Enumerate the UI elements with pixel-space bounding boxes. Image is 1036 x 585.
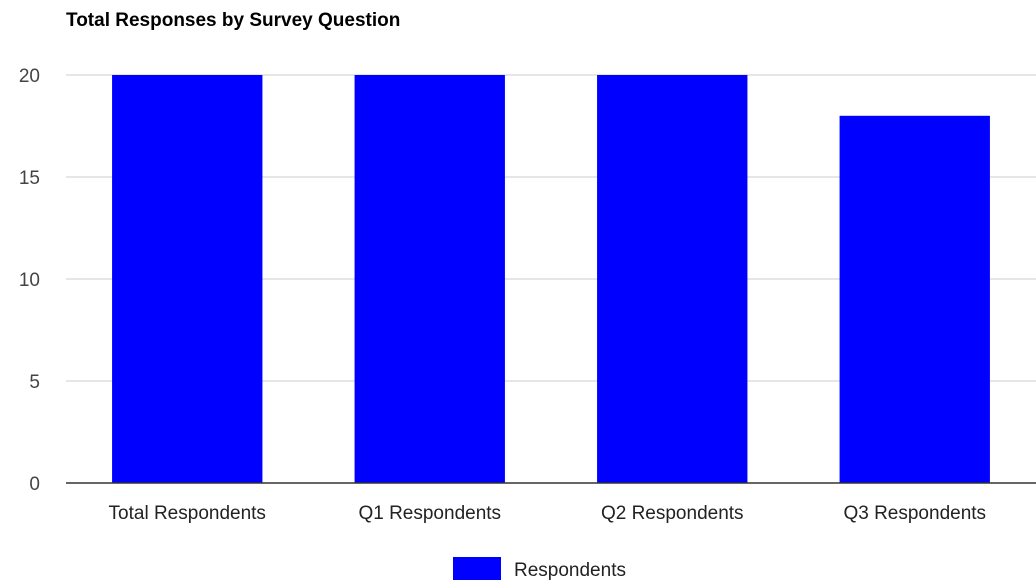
bars — [112, 75, 990, 484]
chart-title: Total Responses by Survey Question — [66, 10, 401, 31]
x-tick-label: Total Respondents — [109, 503, 266, 524]
x-tick-label: Q1 Respondents — [358, 503, 501, 524]
bar[interactable] — [597, 75, 748, 483]
bar[interactable] — [839, 115, 990, 484]
legend[interactable]: Respondents — [453, 557, 626, 581]
x-axis-ticks: Total Respondents Q1 Respondents Q2 Respon… — [109, 503, 986, 524]
y-tick-label: 5 — [29, 372, 40, 393]
bar[interactable] — [354, 75, 505, 483]
x-tick-label: Q2 Respondents — [601, 503, 744, 524]
legend-label: Respondents — [514, 560, 626, 580]
legend-swatch — [453, 557, 501, 580]
y-tick-label: 0 — [29, 474, 40, 495]
bar[interactable] — [112, 75, 263, 483]
y-tick-label: 10 — [19, 270, 40, 291]
y-axis-ticks: 0 5 10 15 20 — [19, 66, 40, 495]
y-tick-label: 20 — [19, 66, 40, 87]
y-tick-label: 15 — [19, 168, 40, 189]
x-tick-label: Q3 Respondents — [843, 503, 986, 524]
